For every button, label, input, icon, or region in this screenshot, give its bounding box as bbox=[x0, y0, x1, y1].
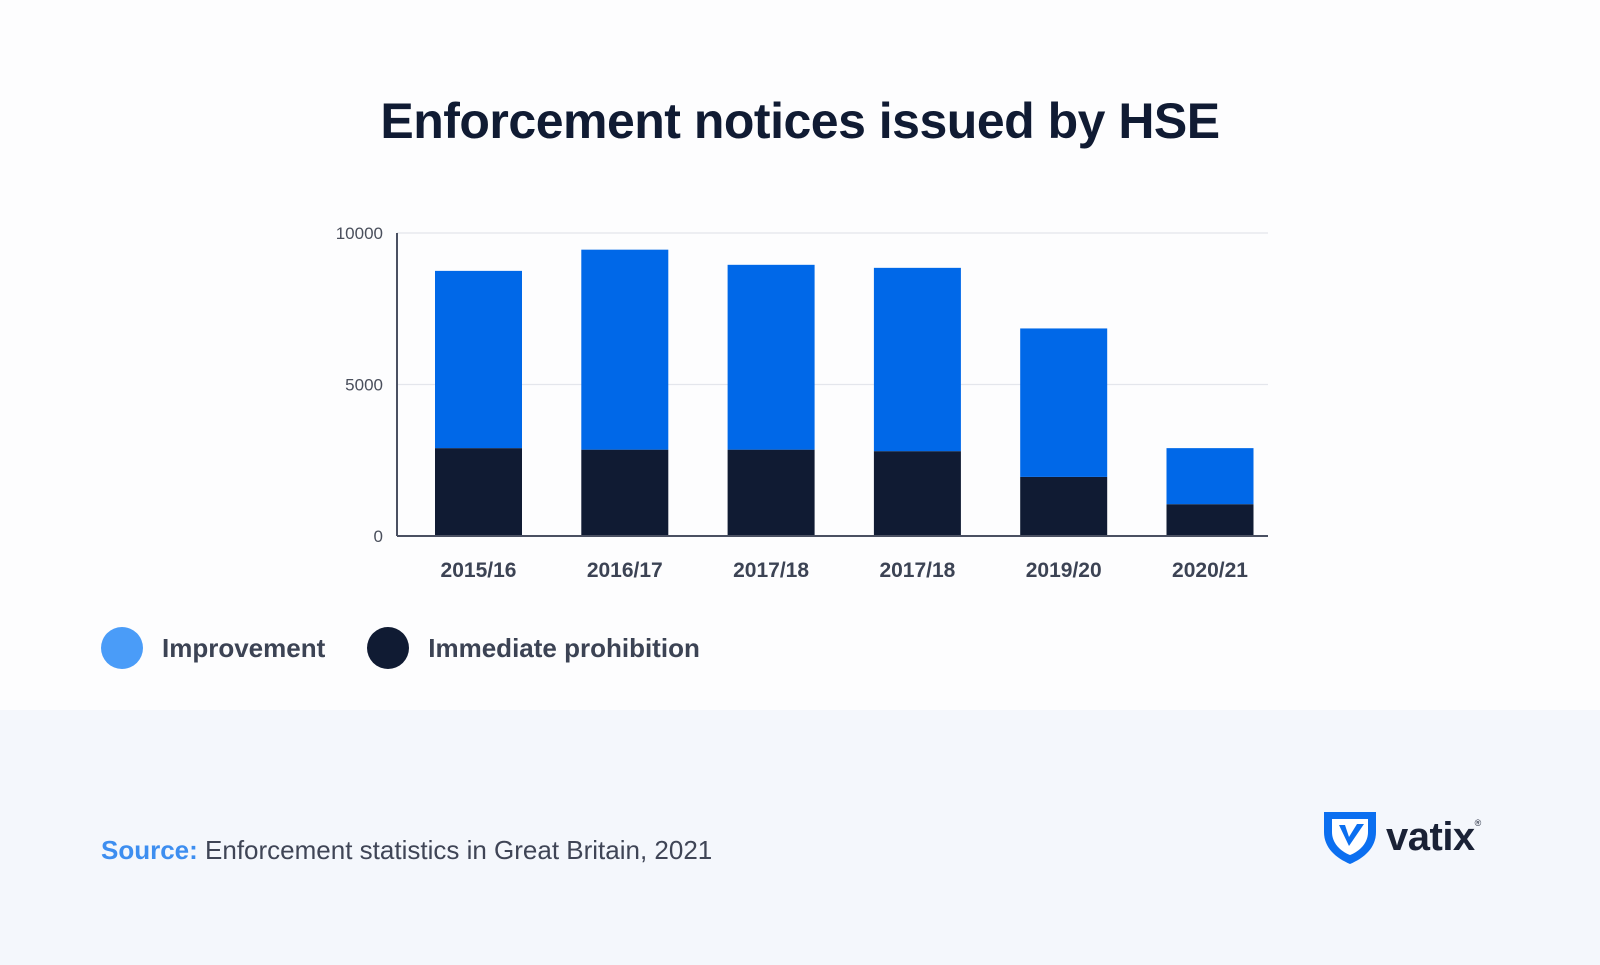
bar-improvement bbox=[1020, 328, 1108, 477]
chart-grid bbox=[397, 232, 1268, 386]
bar-immediate-prohibition bbox=[727, 449, 815, 536]
vatix-logo: vatix ® bbox=[1322, 810, 1481, 864]
chart-title: Enforcement notices issued by HSE bbox=[380, 93, 1220, 149]
bar-immediate-prohibition bbox=[435, 448, 522, 536]
source-label: Source: bbox=[101, 835, 198, 865]
bar-immediate-prohibition bbox=[1166, 504, 1254, 536]
x-tick-label: 2015/16 bbox=[441, 559, 517, 582]
chart-bars bbox=[435, 249, 1254, 536]
y-tick-label: 10000 bbox=[336, 224, 383, 243]
legend-item-improvement: Improvement bbox=[101, 627, 325, 669]
y-tick-label: 0 bbox=[374, 527, 383, 546]
vatix-shield-icon bbox=[1324, 812, 1376, 864]
legend-swatch-immediate-prohibition bbox=[367, 627, 410, 669]
x-tick-labels: 2015/16 2016/17 2017/18 2017/18 2019/20 2020/… bbox=[441, 559, 1249, 582]
legend-swatch-improvement bbox=[101, 627, 143, 669]
y-tick-labels: 0 5000 10000 bbox=[336, 224, 383, 546]
bar-improvement bbox=[727, 264, 815, 450]
bar-immediate-prohibition bbox=[873, 451, 961, 536]
x-tick-label: 2017/18 bbox=[733, 559, 809, 582]
legend-item-immediate-prohibition: Immediate prohibition bbox=[367, 627, 700, 669]
chart-legend: Improvement Immediate prohibition bbox=[101, 626, 742, 670]
bar-improvement bbox=[581, 249, 669, 450]
source-note: Source: Enforcement statistics in Great … bbox=[101, 835, 712, 866]
legend-label: Immediate prohibition bbox=[428, 632, 700, 663]
registered-mark: ® bbox=[1474, 818, 1482, 828]
x-tick-label: 2020/21 bbox=[1172, 559, 1248, 582]
y-tick-label: 5000 bbox=[345, 376, 383, 395]
bar-improvement bbox=[873, 267, 961, 452]
x-tick-label: 2019/20 bbox=[1026, 559, 1102, 582]
source-text: Enforcement statistics in Great Britain,… bbox=[197, 835, 713, 865]
x-tick-label: 2017/18 bbox=[879, 559, 955, 582]
chart-axes bbox=[396, 233, 1268, 537]
footer: Source: Enforcement statistics in Great … bbox=[0, 710, 1600, 965]
x-tick-label: 2016/17 bbox=[587, 559, 663, 582]
bar-immediate-prohibition bbox=[581, 449, 669, 536]
bar-improvement bbox=[1166, 448, 1254, 505]
bar-immediate-prohibition bbox=[1020, 476, 1108, 536]
legend-label: Improvement bbox=[162, 632, 326, 663]
bar-improvement bbox=[435, 270, 522, 449]
logo-wordmark: vatix bbox=[1386, 814, 1475, 859]
